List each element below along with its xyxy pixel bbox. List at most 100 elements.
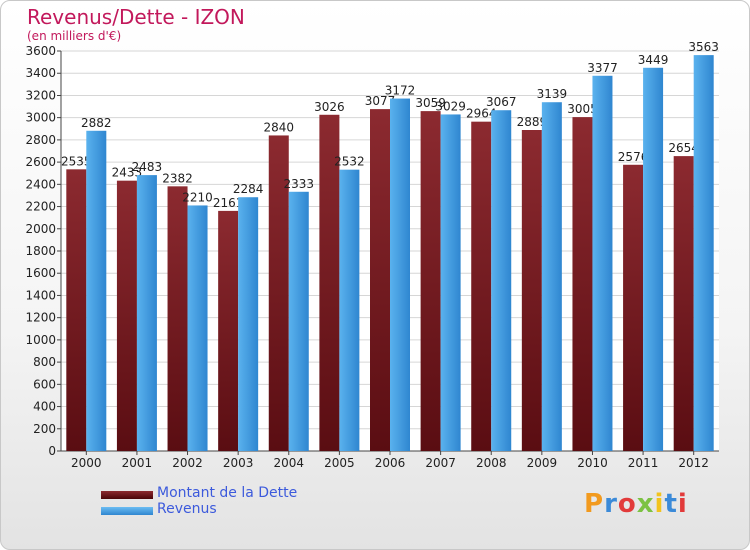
y-tick-label: 2800	[25, 133, 56, 147]
revenue-value-label: 3067	[486, 95, 517, 109]
y-tick-label: 0	[48, 444, 56, 458]
y-tick-label: 3600	[25, 44, 56, 58]
revenue-value-label: 3563	[688, 40, 719, 54]
debt-bar	[116, 180, 137, 451]
revenue-value-label: 2483	[132, 160, 163, 174]
logo-letter: o	[617, 489, 637, 519]
revenue-bar	[643, 67, 664, 452]
debt-bar	[370, 109, 390, 451]
y-tick-label: 2200	[25, 200, 56, 214]
revenue-value-label: 3449	[638, 53, 669, 67]
x-tick-label: 2008	[476, 456, 507, 470]
logo-letter: P	[584, 489, 605, 519]
chart-subtitle: (en milliers d'€)	[27, 29, 122, 43]
y-tick-label: 600	[33, 377, 56, 391]
debt-bar	[167, 186, 188, 452]
revenue-bar	[136, 175, 157, 451]
y-tick-label: 1600	[25, 266, 56, 280]
y-tick-label: 1000	[25, 333, 56, 347]
y-tick-label: 3400	[25, 66, 56, 80]
proxiti-logo: Proxiti	[584, 489, 688, 519]
debt-bar	[268, 135, 289, 451]
y-tick-label: 2600	[25, 155, 56, 169]
x-tick-label: 2011	[628, 456, 659, 470]
y-tick-label: 800	[33, 355, 56, 369]
x-tick-label: 2005	[324, 456, 355, 470]
debt-bar	[218, 210, 239, 451]
debt-bar	[623, 164, 644, 451]
debt-value-label: 2433	[112, 166, 143, 180]
revenue-bar	[693, 55, 714, 451]
x-tick-label: 2006	[375, 456, 406, 470]
x-tick-label: 2003	[223, 456, 254, 470]
x-tick-label: 2009	[527, 456, 558, 470]
revenue-bar	[440, 114, 461, 451]
debt-value-label: 3077	[365, 94, 396, 108]
debt-bar	[420, 111, 441, 451]
debt-value-label: 2161	[213, 196, 244, 210]
y-tick-label: 2000	[25, 222, 56, 236]
revenue-value-label: 3377	[587, 61, 618, 75]
debt-bar	[521, 130, 542, 451]
revenue-bar	[288, 191, 309, 451]
revenue-bar	[187, 205, 208, 451]
chart-title: Revenus/Dette - IZON	[27, 5, 245, 29]
revenue-value-label: 3029	[435, 99, 466, 113]
y-tick-label: 2400	[25, 177, 56, 191]
revenue-value-label: 2284	[233, 182, 264, 196]
debt-bar	[319, 114, 340, 452]
revenue-bar	[541, 102, 562, 451]
debt-value-label: 3026	[314, 100, 345, 114]
debt-value-label: 2840	[263, 120, 294, 134]
x-tick-label: 2004	[273, 456, 304, 470]
revenue-value-label: 2333	[283, 177, 314, 191]
revenue-bar	[238, 197, 259, 451]
debt-bar	[572, 117, 593, 451]
x-tick-label: 2007	[425, 456, 456, 470]
legend-label-revenue: Revenus	[157, 501, 217, 517]
y-tick-label: 3000	[25, 111, 56, 125]
revenue-bar	[390, 98, 410, 452]
legend-label-debt: Montant de la Dette	[157, 485, 298, 501]
debt-value-label: 2889	[517, 115, 548, 129]
debt-value-label: 3005	[567, 102, 598, 116]
revenue-value-label: 2532	[334, 155, 365, 169]
revenue-bar	[86, 130, 107, 451]
revenue-value-label: 2210	[182, 190, 213, 204]
x-tick-label: 2002	[172, 456, 203, 470]
revenue-value-label: 3172	[385, 84, 416, 98]
x-tick-label: 2000	[71, 456, 102, 470]
revenue-bar	[339, 169, 360, 451]
x-tick-label: 2010	[577, 456, 608, 470]
x-tick-label: 2012	[678, 456, 709, 470]
revenue-value-label: 3139	[537, 87, 568, 101]
revenue-value-label: 2882	[81, 116, 112, 130]
debt-bar	[673, 156, 694, 451]
debt-value-label: 2964	[466, 107, 497, 121]
y-tick-label: 1800	[25, 244, 56, 258]
logo-letter: i	[654, 489, 665, 519]
revenue-bar	[491, 110, 512, 451]
y-tick-label: 1400	[25, 288, 56, 302]
y-tick-label: 200	[33, 422, 56, 436]
logo-letter: x	[636, 489, 655, 519]
debt-swatch	[101, 491, 153, 499]
debt-value-label: 2535	[61, 154, 92, 168]
debt-bar	[471, 121, 492, 452]
debt-value-label: 2654	[668, 141, 699, 155]
logo-letter: i	[677, 489, 688, 519]
y-tick-label: 1200	[25, 311, 56, 325]
debt-value-label: 3059	[415, 96, 446, 110]
revenue-swatch	[101, 507, 153, 515]
debt-bar	[66, 169, 87, 452]
y-tick-label: 3200	[25, 88, 56, 102]
logo-letter: r	[604, 489, 618, 519]
x-tick-label: 2001	[122, 456, 153, 470]
debt-value-label: 2382	[162, 171, 193, 185]
debt-value-label: 2576	[618, 150, 649, 164]
logo-letter: t	[664, 489, 678, 519]
revenue-bar	[592, 75, 613, 452]
y-tick-label: 400	[33, 400, 56, 414]
